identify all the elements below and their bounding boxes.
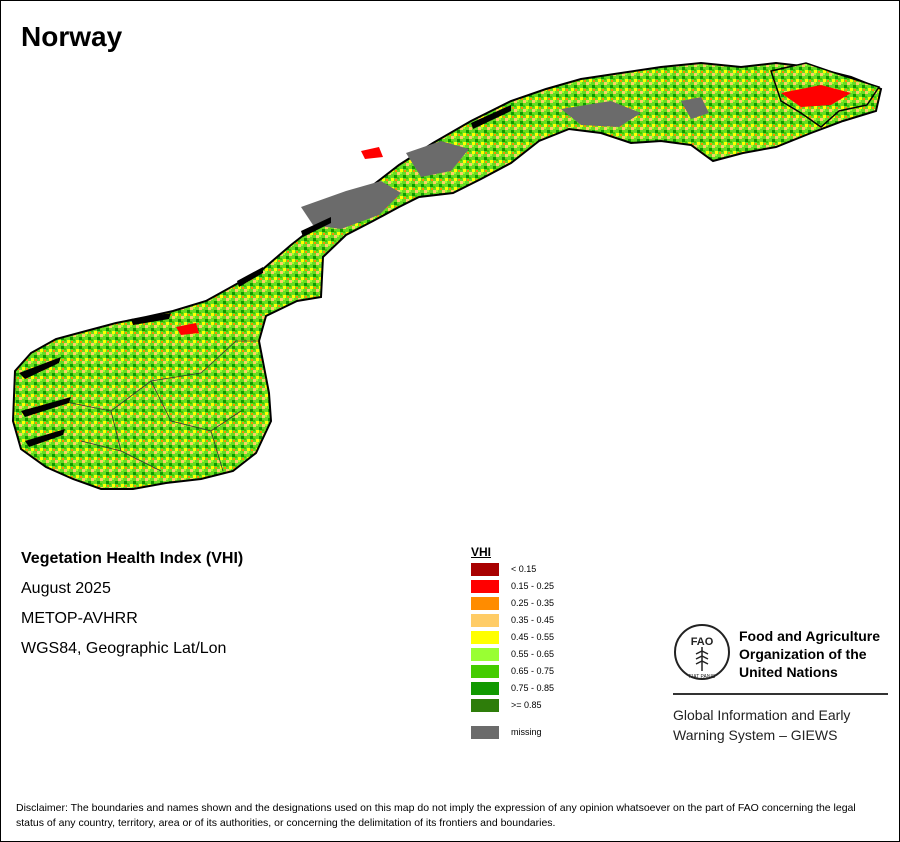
fao-emblem-icon: FAO FIAT PANIS <box>674 624 730 680</box>
legend-title: VHI <box>471 545 492 559</box>
legend-item: 0.25 - 0.35 <box>471 595 611 612</box>
fjord-coastline <box>19 105 511 447</box>
logo-divider <box>673 693 888 695</box>
legend-swatch <box>471 699 499 712</box>
legend-label: 0.35 - 0.45 <box>511 615 555 625</box>
legend-item: < 0.15 <box>471 561 611 578</box>
index-name: Vegetation Health Index (VHI) <box>21 550 244 567</box>
legend-classes: < 0.15 0.15 - 0.25 0.25 - 0.35 0.35 - 0.45 0… <box>471 561 611 714</box>
projection-name: WGS84, Geographic Lat/Lon <box>21 640 227 657</box>
legend-label: < 0.15 <box>511 564 537 574</box>
missing-data-areas <box>301 97 709 229</box>
legend-swatch <box>471 648 499 661</box>
low-vhi-patches <box>176 85 851 335</box>
legend-item: 0.45 - 0.55 <box>471 629 611 646</box>
legend-label: 0.55 - 0.65 <box>511 649 555 659</box>
giews-line2: Warning System – GIEWS <box>673 727 838 743</box>
legend-item-missing: missing <box>471 724 611 741</box>
vhi-map <box>11 61 883 490</box>
legend-swatch <box>471 614 499 627</box>
fao-name-line3: United Nations <box>739 664 838 680</box>
legend-label-missing: missing <box>511 727 542 737</box>
legend-swatch <box>471 631 499 644</box>
legend-swatch-missing <box>471 726 499 739</box>
legend-label: 0.75 - 0.85 <box>511 683 555 693</box>
legend-item: 0.65 - 0.75 <box>471 663 611 680</box>
legend-swatch <box>471 597 499 610</box>
legend-item: 0.75 - 0.85 <box>471 680 611 697</box>
disclaimer: Disclaimer: The boundaries and names sho… <box>16 802 856 829</box>
legend-label: 0.65 - 0.75 <box>511 666 555 676</box>
legend-swatch <box>471 665 499 678</box>
fao-name-line2: Organization of the <box>739 646 867 662</box>
legend-item: 0.55 - 0.65 <box>471 646 611 663</box>
legend-label: 0.25 - 0.35 <box>511 598 555 608</box>
legend-label: >= 0.85 <box>511 700 542 710</box>
fao-name-line1: Food and Agriculture <box>739 628 881 644</box>
legend-swatch <box>471 682 499 695</box>
legend-label: 0.45 - 0.55 <box>511 632 555 642</box>
map-title: Norway <box>21 21 123 52</box>
legend: VHI < 0.15 0.15 - 0.25 0.25 - 0.35 0.35 - 0… <box>471 545 611 741</box>
giews-line1: Global Information and Early <box>673 707 851 723</box>
emblem-text: FAO <box>691 636 714 648</box>
county-boundaries <box>60 340 259 472</box>
legend-swatch <box>471 563 499 576</box>
legend-item: 0.35 - 0.45 <box>471 612 611 629</box>
legend-swatch <box>471 580 499 593</box>
map-date: August 2025 <box>21 580 111 597</box>
emblem-motto: FIAT PANIS <box>689 674 716 680</box>
giews-name: Global Information and Early Warning Sys… <box>673 705 889 745</box>
fao-name: Food and Agriculture Organization of the… <box>739 627 891 681</box>
norway-landmass <box>11 61 883 490</box>
legend-item: >= 0.85 <box>471 697 611 714</box>
legend-label: 0.15 - 0.25 <box>511 581 555 591</box>
legend-item: 0.15 - 0.25 <box>471 578 611 595</box>
sensor-name: METOP-AVHRR <box>21 610 138 627</box>
